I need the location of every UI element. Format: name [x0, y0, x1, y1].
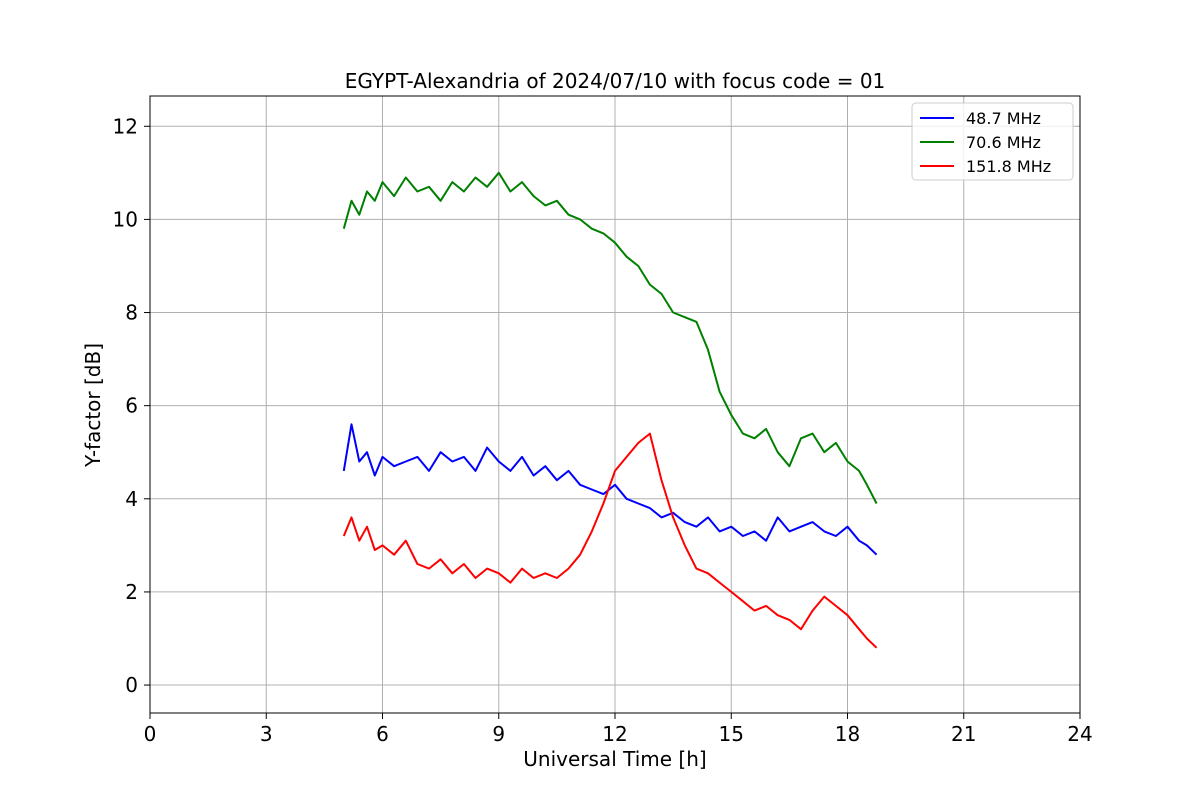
x-tick-label: 15 [719, 722, 744, 746]
x-tick-label: 6 [376, 722, 389, 746]
x-tick-label: 9 [492, 722, 505, 746]
x-tick-label: 21 [951, 722, 976, 746]
y-tick-label: 4 [125, 487, 138, 511]
series-line-1 [342, 171, 878, 504]
chart-title: EGYPT-Alexandria of 2024/07/10 with focu… [345, 69, 886, 93]
y-tick-label: 0 [125, 673, 138, 697]
x-tick-label: 24 [1067, 722, 1092, 746]
legend-box [911, 102, 1074, 181]
x-axis: 0 3 6 9 12 15 18 21 24 [144, 713, 1093, 746]
y-tick-label: 10 [113, 207, 138, 231]
legend: 48.7 MHz 70.6 MHz 151.8 MHz [911, 102, 1074, 181]
x-tick-label: 3 [260, 722, 273, 746]
legend-label-1: 70.6 MHz [966, 133, 1041, 152]
legend-label-0: 48.7 MHz [966, 109, 1041, 128]
x-tick-label: 18 [835, 722, 860, 746]
series-lines [342, 171, 878, 649]
legend-label-2: 151.8 MHz [966, 157, 1051, 176]
y-axis-label: Y-factor [dB] [81, 343, 105, 468]
x-tick-label: 0 [144, 722, 157, 746]
y-tick-label: 2 [125, 580, 138, 604]
x-axis-label: Universal Time [h] [523, 747, 706, 771]
series-line-2 [342, 432, 878, 649]
x-tick-label: 12 [602, 722, 627, 746]
y-tick-label: 8 [125, 301, 138, 325]
y-tick-label: 12 [113, 114, 138, 138]
y-axis: 0 2 4 6 8 10 12 [113, 114, 150, 697]
series-line-0 [342, 423, 878, 556]
y-tick-label: 6 [125, 394, 138, 418]
